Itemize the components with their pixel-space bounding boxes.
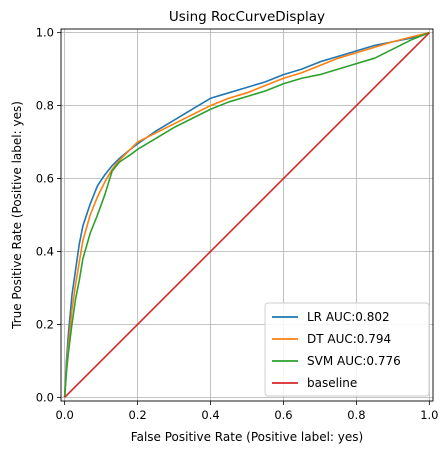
- y-tick-label: 1.0: [36, 26, 54, 40]
- axis-ticks: 0.0 0.2 0.4 0.6 0.8 1.0 0.0 0.2 0.4 0.6 0.8 1.0: [36, 26, 439, 422]
- series-line-svm: [63, 31, 430, 398]
- series-lines: [63, 31, 430, 398]
- series-line-dt: [63, 31, 430, 398]
- legend-label-lr: LR AUC:0.802: [307, 310, 390, 324]
- y-axis-label: True Positive Rate (Positive label: yes): [10, 101, 24, 330]
- x-tick-label: 1.0: [420, 408, 438, 422]
- y-tick-label: 0.2: [36, 317, 54, 331]
- legend-box: [264, 302, 430, 397]
- y-tick-label: 0.6: [36, 172, 54, 186]
- series-line-lr: [63, 31, 430, 398]
- x-tick-label: 0.8: [347, 408, 365, 422]
- y-tick-label: 0.0: [36, 390, 54, 404]
- x-axis-label: False Positive Rate (Positive label: yes…: [131, 430, 363, 444]
- chart-title: Using RocCurveDisplay: [169, 9, 325, 25]
- x-tick-label: 0.6: [274, 408, 292, 422]
- series-line-baseline: [64, 32, 430, 398]
- grid: [61, 29, 433, 401]
- plot-frame: [60, 28, 434, 402]
- legend-label-svm: SVM AUC:0.776: [307, 354, 401, 368]
- legend-label-dt: DT AUC:0.794: [307, 332, 391, 346]
- y-tick-label: 0.8: [36, 99, 54, 113]
- x-tick-label: 0.2: [128, 408, 146, 422]
- x-tick-label: 0.0: [55, 408, 73, 422]
- legend: LR AUC:0.802 DT AUC:0.794 SVM AUC:0.776 bas…: [264, 302, 430, 397]
- y-tick-label: 0.4: [36, 244, 54, 258]
- x-tick-label: 0.4: [201, 408, 219, 422]
- legend-label-baseline: baseline: [307, 376, 357, 390]
